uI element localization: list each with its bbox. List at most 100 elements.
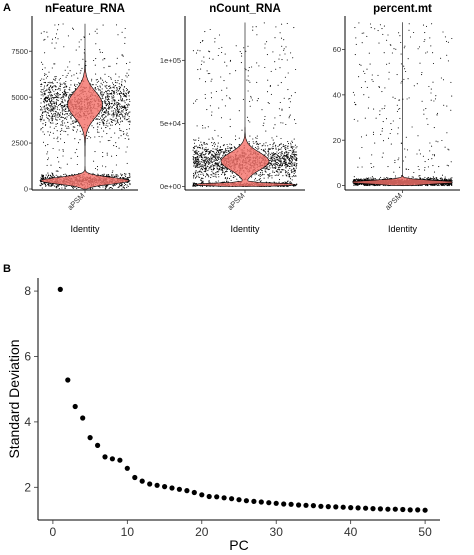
data-point [279, 157, 281, 159]
data-point [64, 173, 66, 175]
data-point [107, 98, 109, 100]
data-point [108, 96, 110, 98]
data-point [122, 107, 124, 109]
data-point [292, 149, 294, 152]
data-point [41, 187, 43, 189]
data-point [101, 84, 103, 86]
data-point [250, 95, 252, 97]
data-point [73, 120, 75, 122]
data-point [211, 153, 213, 155]
data-point [56, 185, 58, 188]
data-point [105, 186, 107, 188]
data-point [123, 92, 125, 94]
data-point [110, 187, 112, 189]
data-point [293, 27, 295, 29]
data-point [47, 172, 49, 174]
data-point [62, 106, 64, 108]
data-point [99, 86, 101, 88]
data-point [267, 79, 269, 81]
data-point [220, 136, 222, 139]
data-point [42, 95, 44, 97]
data-point [63, 87, 65, 89]
data-point [70, 157, 72, 159]
data-point [226, 168, 229, 171]
data-point [282, 182, 285, 184]
data-point [102, 186, 104, 188]
data-point [256, 140, 258, 142]
data-point [211, 142, 213, 144]
data-point [78, 46, 80, 48]
data-point [201, 180, 203, 182]
data-point [213, 165, 215, 167]
data-point [101, 51, 103, 54]
data-point [198, 163, 201, 165]
data-point [53, 93, 55, 95]
data-point [114, 120, 116, 122]
data-point [286, 155, 288, 158]
data-point [64, 118, 66, 120]
data-point [123, 187, 125, 189]
data-point [249, 121, 251, 123]
data-point [206, 156, 208, 158]
data-point [194, 139, 196, 141]
data-point [41, 175, 43, 177]
data-point [111, 187, 113, 189]
data-point [105, 101, 107, 103]
data-point [88, 135, 90, 138]
data-point [102, 175, 104, 177]
data-point [96, 166, 99, 168]
data-point [201, 177, 203, 179]
data-point [213, 160, 215, 162]
data-point [52, 101, 54, 103]
x-axis-label: Identity [70, 224, 100, 234]
data-point [241, 129, 243, 131]
data-point [49, 97, 51, 99]
data-point [193, 142, 196, 144]
data-point [280, 158, 282, 160]
data-point [224, 61, 226, 63]
data-point [234, 135, 237, 137]
data-point [287, 173, 289, 175]
data-point [62, 150, 64, 152]
data-point [54, 63, 56, 65]
data-point [61, 187, 63, 189]
data-point [101, 94, 103, 96]
data-point [213, 145, 216, 147]
data-point [266, 168, 268, 170]
data-point [204, 148, 207, 151]
data-point [250, 97, 252, 99]
data-point [293, 174, 295, 176]
data-point [65, 117, 67, 119]
data-point [219, 158, 222, 160]
data-point [109, 186, 111, 189]
data-point [119, 117, 122, 119]
data-point [118, 90, 120, 92]
data-point [200, 167, 203, 169]
data-point [287, 89, 289, 91]
data-point [225, 150, 227, 152]
data-point [267, 154, 269, 156]
data-point [120, 84, 123, 86]
data-point [105, 124, 107, 126]
data-point [296, 154, 298, 156]
data-point [122, 186, 124, 188]
data-point [69, 87, 71, 89]
data-point [111, 174, 113, 176]
data-point [258, 174, 260, 176]
data-point [62, 117, 64, 119]
data-point [59, 82, 61, 84]
data-point [196, 98, 198, 101]
data-point [198, 154, 200, 156]
data-point [51, 119, 53, 121]
data-point [282, 144, 284, 146]
data-point [273, 127, 275, 129]
data-point [281, 109, 283, 111]
data-point [287, 169, 289, 171]
data-point [123, 89, 125, 91]
data-point [55, 187, 58, 189]
data-point [256, 173, 258, 175]
data-point [44, 109, 46, 111]
data-point [195, 160, 197, 162]
data-point [116, 120, 118, 122]
data-point [47, 117, 49, 120]
